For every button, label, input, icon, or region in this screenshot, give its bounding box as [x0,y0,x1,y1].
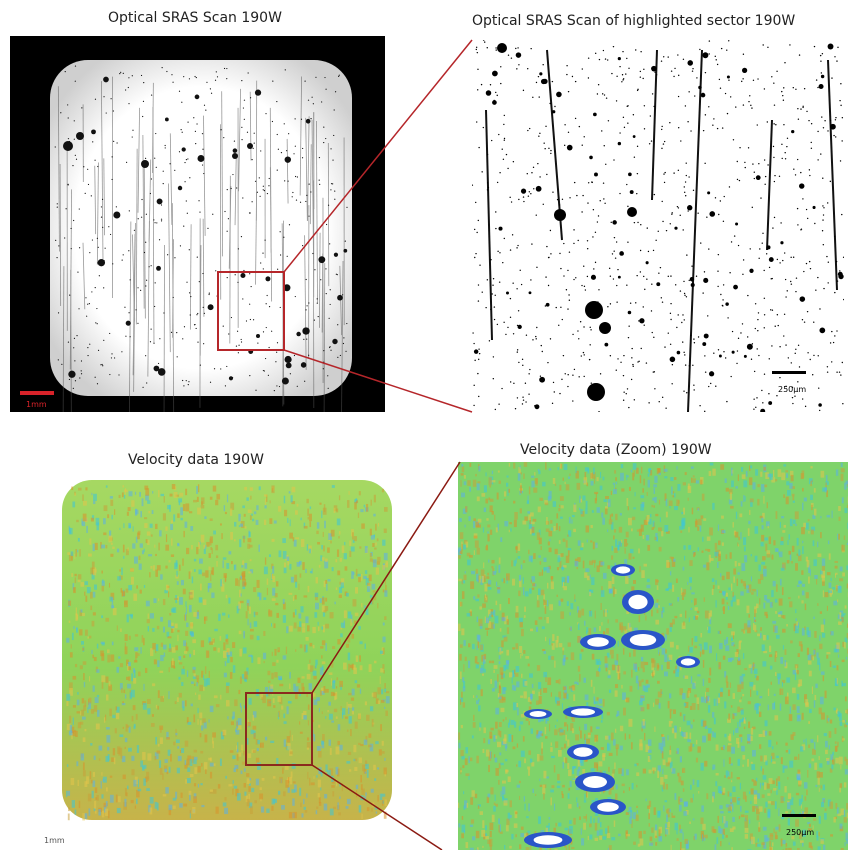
optical-zoom-image: 250µm [472,40,844,412]
optical-full-title: Optical SRAS Scan 190W [108,10,282,26]
optical-full-image: 1mm [10,36,385,412]
optical-zoom-scalebar [772,371,806,374]
velocity-zoom-drawing [458,462,848,850]
optical-full-drawing [20,60,352,412]
velocity-full-scale-label: 1mm [44,836,65,845]
velocity-full-image [40,476,410,826]
velocity-zoom-scale-label: 250µm [786,828,815,837]
velocity-zoom-scalebar [782,814,816,817]
velocity-highlight-box [245,692,313,766]
velocity-full-title: Velocity data 190W [128,452,264,468]
optical-zoom-scale-label: 250µm [778,385,807,394]
optical-highlight-box [217,271,285,351]
velocity-full-drawing [62,480,392,821]
optical-full-scale-label: 1mm [26,400,47,409]
optical-scalebar [20,391,54,395]
optical-zoom-drawing [472,40,844,412]
optical-zoom-title: Optical SRAS Scan of highlighted sector … [472,13,796,29]
velocity-zoom-title: Velocity data (Zoom) 190W [520,442,712,458]
velocity-zoom-image: 250µm [458,462,848,850]
